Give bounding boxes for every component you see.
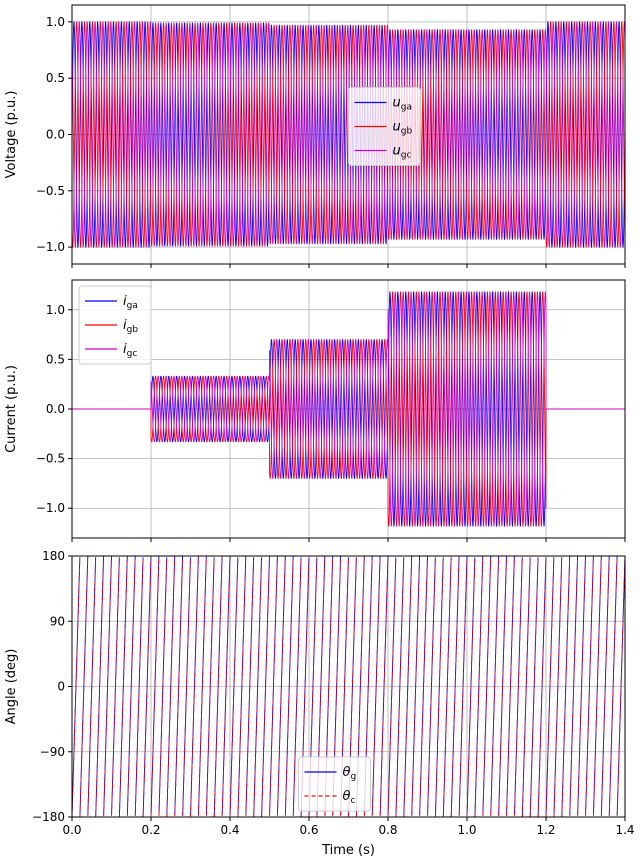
x-tick-label: 0.2 [141, 823, 160, 837]
y-tick-label: 180 [42, 549, 65, 563]
panel-3: −180 −90 0 90 180 0.0 0.2 0.4 0.6 0.8 1.0 1.2 1.4 Ang… [4, 549, 635, 858]
series-line-u-gb [72, 21, 625, 248]
x-tick-label: 0.4 [220, 823, 239, 837]
panel-2: −1.0 −0.5 0.0 0.5 1.0 Current (p.u.) iga igb igc [4, 279, 626, 542]
legend-label-i-gc: igc [123, 342, 137, 359]
legend: uga ugb ugc [348, 87, 421, 166]
series-line-i-gb [72, 291, 625, 527]
legend-label-i-gb: igb [123, 318, 138, 335]
x-tick-label: 0.0 [62, 823, 81, 837]
legend-label-theta-c: θc [343, 789, 356, 806]
legend: θg θc [298, 756, 371, 812]
x-tick-label: 1.2 [536, 823, 555, 837]
x-tick-label: 1.4 [615, 823, 634, 837]
y-tick-label: 0.0 [46, 402, 65, 416]
y-tick-label: 0.0 [46, 128, 65, 142]
y-tick-label: 0.5 [46, 352, 65, 366]
legend: iga igb igc [78, 285, 152, 365]
y-tick-label: −0.5 [36, 184, 65, 198]
legend-label-u-ga: uga [393, 96, 412, 113]
series-group [72, 291, 625, 527]
series-line-i-gc [72, 291, 625, 527]
y-tick-label: 1.0 [46, 15, 65, 29]
y-tick-label: 0.5 [46, 71, 65, 85]
y-tick-label: −1.0 [36, 501, 65, 515]
legend-label-u-gc: ugc [393, 144, 412, 161]
legend-label-u-gb: ugb [393, 120, 413, 137]
x-tick-label: 1.0 [457, 823, 476, 837]
x-tick-label: 0.8 [378, 823, 397, 837]
y-tick-label: 1.0 [46, 303, 65, 317]
series-line-i-ga [72, 291, 625, 527]
legend-box [298, 756, 371, 812]
y-tick-label: 0 [57, 680, 65, 694]
x-axis-label: Time (s) [321, 843, 375, 858]
legend-label-i-ga: iga [123, 294, 138, 311]
y-tick-label: −180 [32, 810, 65, 824]
series-line-theta-c [72, 556, 625, 817]
series-line-u-gc [72, 21, 625, 248]
y-axis-label: Current (p.u.) [4, 365, 19, 453]
y-axis-label: Angle (deg) [4, 649, 19, 725]
legend-label-theta-g: θg [343, 765, 357, 782]
x-tick-label: 0.6 [299, 823, 318, 837]
y-tick-label: −0.5 [36, 452, 65, 466]
y-tick-label: 90 [50, 614, 65, 628]
y-tick-label: −90 [40, 745, 65, 759]
y-axis-label: Voltage (p.u.) [4, 91, 19, 179]
panel-1: −1.0 −0.5 0.0 0.5 1.0 Voltage (p.u.) uga ugb ugc [4, 4, 626, 268]
y-tick-label: −1.0 [36, 240, 65, 254]
series-group [72, 556, 625, 817]
